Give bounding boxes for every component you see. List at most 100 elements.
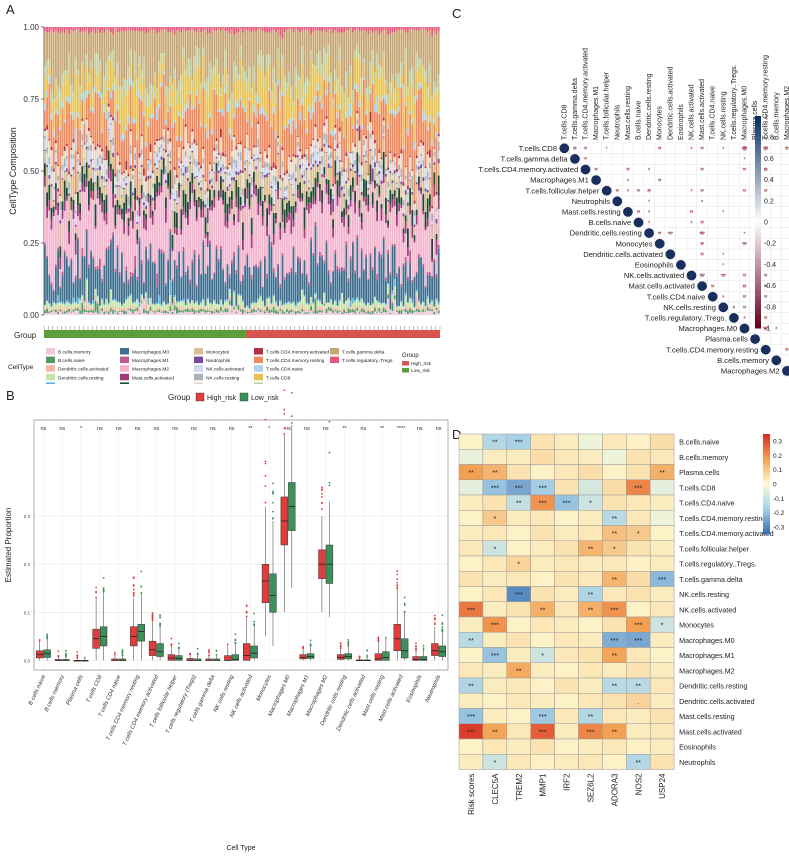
b-outlier — [283, 413, 286, 415]
a-bar-segment — [169, 106, 172, 139]
b-outlier — [264, 418, 267, 421]
a-bar-segment — [147, 27, 150, 33]
a-bar-segment — [418, 190, 420, 254]
a-sample-bar — [96, 27, 99, 315]
a-bar-segment — [257, 28, 260, 55]
a-bar-segment — [200, 165, 202, 169]
a-bar-segment — [105, 145, 108, 161]
a-bar-segment — [228, 27, 231, 34]
a-bar-segment — [123, 171, 125, 174]
a-bar-segment — [48, 178, 51, 185]
a-bar-segment — [310, 33, 312, 51]
a-bar-segment — [182, 110, 185, 119]
a-bar-segment — [426, 307, 429, 311]
a-bar-segment — [319, 255, 321, 300]
a-bar-segment — [68, 96, 70, 104]
a-bar-segment — [321, 304, 323, 308]
a-bar-segment — [290, 97, 293, 119]
b-box — [99, 577, 108, 661]
a-bar-segment — [147, 94, 150, 107]
a-bar-segment — [138, 152, 141, 158]
a-sample-bar — [59, 27, 62, 315]
a-bar-segment — [74, 193, 77, 211]
a-bar-segment — [191, 306, 194, 309]
a-bar-segment — [420, 193, 422, 257]
a-bar-segment — [292, 311, 295, 313]
a-bar-segment — [402, 308, 405, 311]
b-outlier — [309, 644, 312, 647]
a-bar-segment — [180, 229, 183, 235]
a-bar-segment — [365, 257, 367, 305]
a-bar-segment — [299, 257, 301, 263]
a-bar-segment — [275, 278, 277, 301]
a-bar-segment — [431, 309, 433, 312]
c-cell — [685, 163, 697, 175]
a-bar-segment — [402, 213, 405, 217]
a-bar-segment — [79, 162, 81, 166]
a-bar-segment — [422, 65, 425, 75]
a-bar-segment — [209, 117, 211, 163]
a-bar-segment — [409, 188, 411, 207]
a-bar-segment — [264, 150, 266, 162]
a-bar-segment — [290, 309, 293, 313]
a-bar-segment — [235, 32, 238, 66]
a-bar-segment — [303, 238, 306, 260]
a-bar-segment — [402, 199, 405, 207]
a-bar-segment — [127, 208, 130, 213]
a-bar-segment — [314, 313, 317, 315]
a-bar-segment — [237, 156, 240, 172]
a-bar-segment — [413, 103, 416, 143]
a-bar-segment — [435, 87, 438, 95]
a-bar-segment — [156, 119, 158, 139]
a-bar-segment — [253, 112, 255, 146]
a-bar-segment — [85, 97, 88, 119]
a-bar-segment — [433, 196, 436, 259]
a-bar-segment — [345, 168, 348, 173]
a-bar-segment — [55, 83, 57, 109]
a-bar-segment — [178, 302, 180, 308]
a-bar-segment — [431, 299, 433, 302]
a-bar-segment — [413, 95, 416, 104]
a-bar-segment — [61, 301, 64, 304]
a-bar-segment — [242, 302, 244, 309]
a-bar-segment — [308, 196, 310, 203]
a-bar-segment — [404, 220, 407, 234]
a-bar-segment — [398, 158, 400, 165]
a-bar-segment — [127, 310, 130, 315]
a-bar-segment — [341, 270, 343, 293]
a-bar-segment — [248, 266, 251, 268]
a-bar-segment — [242, 274, 244, 279]
a-bar-segment — [369, 79, 372, 91]
b-outlier — [83, 657, 86, 659]
c-cell — [717, 216, 729, 228]
a-bar-segment — [81, 64, 84, 94]
a-bar-segment — [358, 27, 361, 31]
a-bar-segment — [189, 77, 191, 92]
a-bar-segment — [217, 74, 220, 79]
b-outlier — [415, 642, 417, 645]
b-outlier — [347, 640, 350, 643]
a-bar-segment — [365, 205, 367, 255]
a-bar-segment — [413, 276, 416, 278]
a-bar-segment — [429, 167, 431, 179]
a-bar-segment — [136, 139, 139, 196]
a-bar-segment — [420, 64, 422, 84]
a-bar-segment — [327, 195, 330, 205]
a-bar-segment — [231, 190, 233, 201]
a-y-axis-title: CellType Composition — [8, 127, 18, 215]
a-bar-segment — [228, 304, 231, 315]
a-bar-segment — [356, 113, 359, 120]
a-bar-segment — [411, 176, 414, 190]
a-bar-segment — [380, 303, 383, 305]
a-bar-segment — [380, 309, 383, 312]
a-sample-bar — [70, 27, 73, 315]
c-cell — [675, 142, 687, 154]
a-bar-segment — [202, 174, 205, 178]
b-box — [382, 636, 390, 661]
a-bar-segment — [160, 30, 163, 54]
a-bar-segment — [385, 156, 387, 169]
a-bar-segment — [257, 27, 260, 29]
a-bar-segment — [429, 194, 431, 207]
a-bar-segment — [334, 249, 337, 254]
a-bar-segment — [354, 307, 356, 311]
